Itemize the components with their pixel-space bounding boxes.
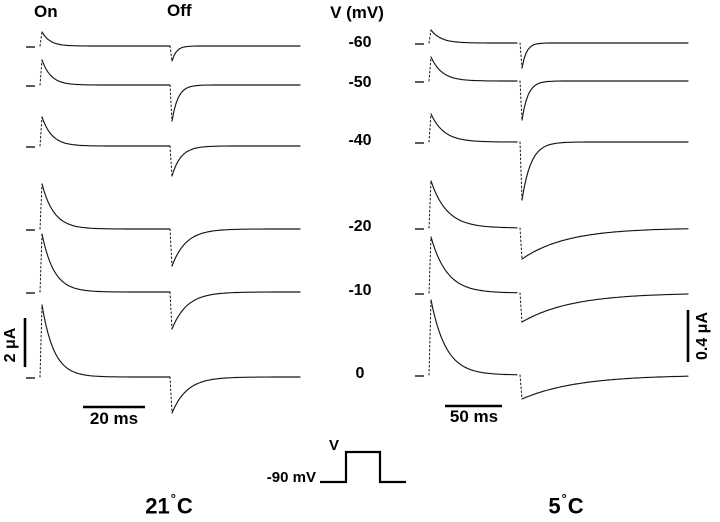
off-drop-21C-0 bbox=[169, 376, 173, 414]
off-trace-21C--40 bbox=[171, 145, 301, 177]
on-rise-21C--10 bbox=[39, 233, 43, 293]
temperature-label-right: 5°C bbox=[521, 491, 611, 519]
protocol-v-label: V bbox=[329, 437, 340, 454]
current-scale-label-left: 2 μA bbox=[2, 327, 20, 363]
time-scale-label-left: 20 ms bbox=[89, 409, 139, 428]
on-trace-5C--50 bbox=[430, 56, 518, 82]
on-trace-21C--50 bbox=[41, 59, 171, 86]
off-trace-5C--10 bbox=[521, 293, 689, 323]
off-drop-5C--50 bbox=[519, 80, 523, 121]
temperature-label-left: 21°C bbox=[124, 491, 214, 519]
voltage-label: -60 bbox=[348, 34, 372, 51]
voltage-label: 0 bbox=[355, 365, 365, 382]
off-drop-5C-0 bbox=[519, 374, 523, 400]
off-trace-5C--50 bbox=[521, 80, 689, 121]
off-drop-5C--20 bbox=[519, 227, 523, 260]
off-drop-21C--10 bbox=[169, 291, 173, 330]
on-rise-5C--50 bbox=[428, 56, 432, 82]
on-rise-5C--10 bbox=[428, 236, 432, 294]
on-trace-21C--60 bbox=[41, 31, 171, 47]
on-trace-5C--40 bbox=[430, 113, 518, 143]
voltage-label: -40 bbox=[348, 132, 372, 149]
voltage-label: -20 bbox=[348, 218, 372, 235]
off-drop-21C--20 bbox=[169, 228, 173, 267]
off-drop-21C--40 bbox=[169, 145, 173, 177]
off-trace-5C--60 bbox=[521, 42, 689, 69]
current-scale-label-right: 0.4 μA bbox=[694, 311, 712, 361]
voltage-axis-header: V (mV) bbox=[330, 3, 384, 22]
temperature-unit: C bbox=[176, 493, 193, 519]
on-column-label: On bbox=[34, 2, 58, 21]
voltage-protocol-trace bbox=[320, 450, 406, 484]
on-rise-5C--40 bbox=[428, 113, 432, 143]
voltage-label: -10 bbox=[348, 282, 372, 299]
degree-symbol: ° bbox=[170, 491, 176, 506]
on-trace-21C--20 bbox=[41, 183, 171, 230]
on-rise-5C--20 bbox=[428, 180, 432, 229]
on-rise-5C--60 bbox=[428, 29, 432, 44]
temperature-unit: C bbox=[567, 493, 584, 519]
on-trace-21C--40 bbox=[41, 116, 171, 147]
time-scale-label-right: 50 ms bbox=[449, 407, 499, 426]
on-trace-5C--20 bbox=[430, 180, 518, 229]
off-trace-5C--20 bbox=[521, 228, 689, 260]
protocol-holding-label: -90 mV bbox=[266, 469, 316, 486]
off-trace-21C--50 bbox=[171, 84, 301, 122]
off-trace-5C-0 bbox=[521, 375, 689, 400]
off-trace-5C--40 bbox=[521, 141, 689, 201]
on-rise-21C-0 bbox=[39, 304, 43, 378]
off-column-label: Off bbox=[167, 1, 192, 20]
on-trace-5C--60 bbox=[430, 29, 518, 44]
temperature-value: 5 bbox=[548, 493, 561, 519]
temperature-value: 21 bbox=[145, 493, 170, 519]
off-trace-21C-0 bbox=[171, 376, 301, 414]
on-trace-5C--10 bbox=[430, 236, 518, 294]
off-drop-21C--60 bbox=[169, 45, 173, 62]
on-rise-21C--20 bbox=[39, 183, 43, 230]
off-drop-5C--10 bbox=[519, 292, 523, 323]
on-rise-21C--50 bbox=[39, 59, 43, 86]
voltage-label: -50 bbox=[348, 74, 372, 91]
on-trace-21C-0 bbox=[41, 304, 171, 378]
off-trace-21C--20 bbox=[171, 228, 301, 267]
off-trace-21C--10 bbox=[171, 291, 301, 330]
on-trace-21C--10 bbox=[41, 233, 171, 293]
off-drop-5C--60 bbox=[519, 42, 523, 69]
on-trace-5C-0 bbox=[430, 299, 518, 376]
off-drop-21C--50 bbox=[169, 84, 173, 122]
off-trace-21C--60 bbox=[171, 45, 301, 62]
degree-symbol: ° bbox=[561, 491, 567, 506]
on-rise-5C-0 bbox=[428, 299, 432, 376]
off-drop-5C--40 bbox=[519, 141, 523, 201]
on-rise-21C--40 bbox=[39, 116, 43, 147]
on-rise-21C--60 bbox=[39, 31, 43, 47]
